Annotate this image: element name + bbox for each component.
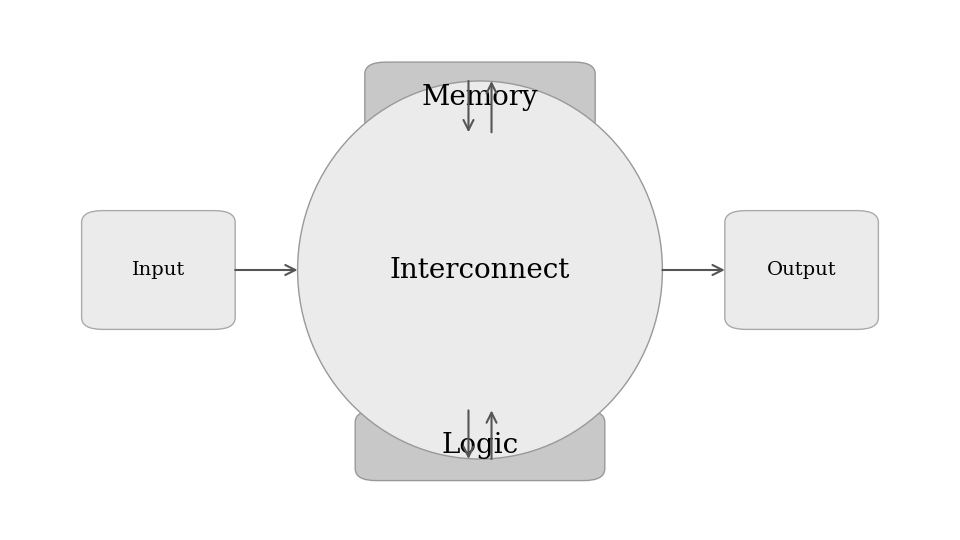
Ellipse shape xyxy=(298,81,662,459)
Text: Memory: Memory xyxy=(421,84,539,111)
FancyBboxPatch shape xyxy=(82,211,235,329)
FancyBboxPatch shape xyxy=(355,410,605,481)
Text: Output: Output xyxy=(767,261,836,279)
Text: Logic: Logic xyxy=(442,432,518,459)
FancyBboxPatch shape xyxy=(365,62,595,132)
Text: Input: Input xyxy=(132,261,185,279)
FancyBboxPatch shape xyxy=(725,211,878,329)
Text: Interconnect: Interconnect xyxy=(390,256,570,284)
